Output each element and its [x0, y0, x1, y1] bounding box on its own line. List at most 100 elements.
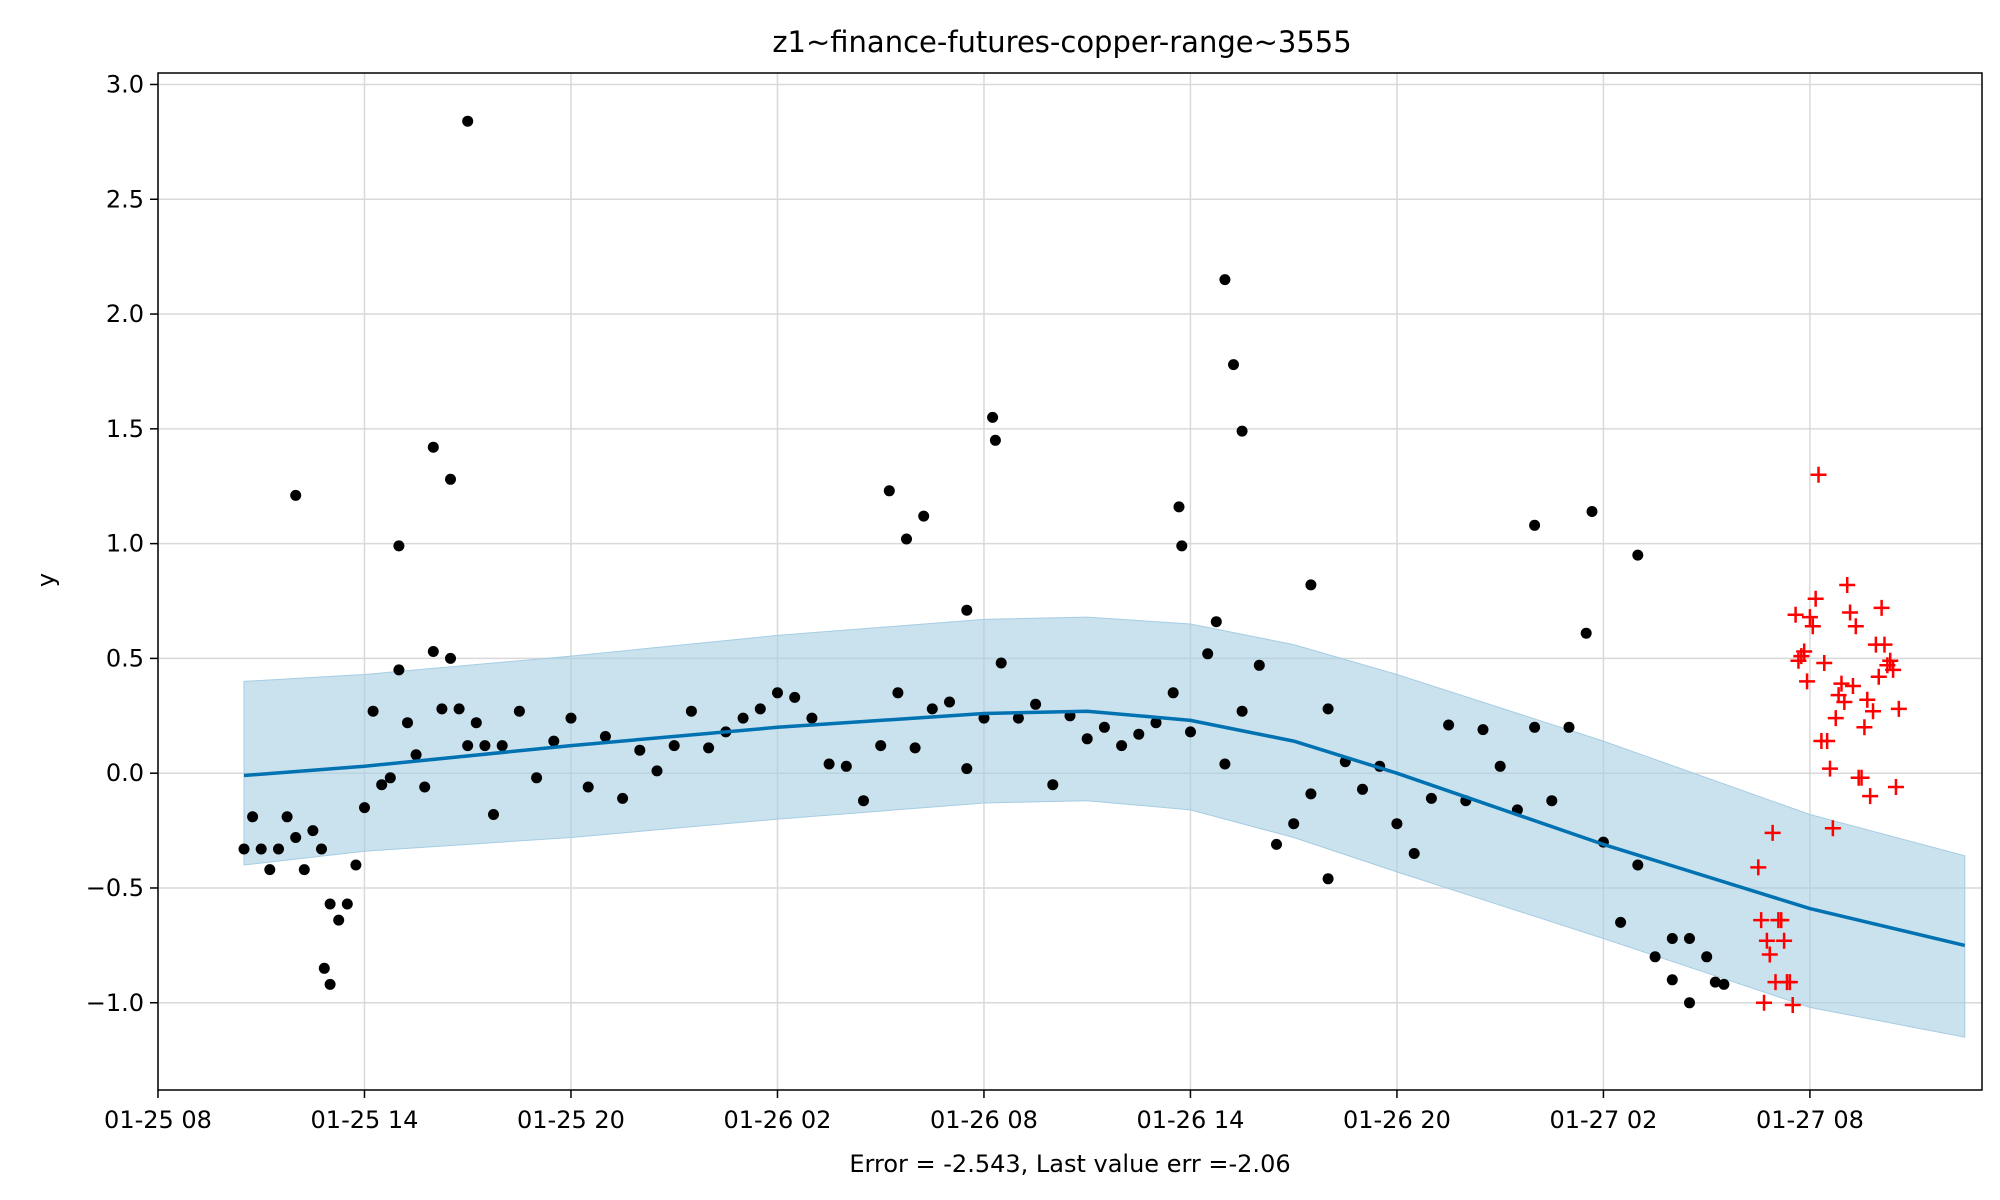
observed-point: [290, 832, 302, 843]
y-tick-label: −1.0: [86, 989, 144, 1017]
observed-point: [1185, 726, 1196, 738]
observed-point: [324, 978, 336, 990]
observed-point: [410, 749, 422, 761]
test-point: [1801, 609, 1818, 626]
test-point: [1847, 618, 1864, 635]
x-tick-label: 01-27 02: [1549, 1106, 1657, 1134]
y-tick-label: 1.0: [106, 530, 144, 558]
observed-point: [427, 441, 439, 453]
test-point: [1859, 691, 1876, 708]
forecast-line-path: [243, 709, 1966, 948]
observed-point: [1228, 359, 1239, 371]
test-point: [1887, 778, 1904, 795]
observed-point: [531, 772, 543, 784]
observed-point: [944, 696, 955, 708]
y-tick-label: 0.0: [106, 759, 144, 787]
test-point: [1764, 824, 1781, 841]
observed-point: [1632, 859, 1644, 871]
observed-point: [333, 914, 345, 926]
observed-point: [427, 646, 439, 657]
test-point: [1804, 618, 1821, 635]
observed-point: [1116, 740, 1128, 752]
observed-point: [858, 795, 869, 807]
observed-point: [961, 604, 973, 616]
x-tick-label: 01-25 14: [311, 1106, 419, 1134]
observed-point: [318, 962, 330, 974]
observed-point: [264, 864, 276, 876]
x-tick-label: 01-26 14: [1136, 1106, 1244, 1134]
observed-point: [1133, 728, 1145, 740]
observed-point: [995, 657, 1007, 669]
observed-point: [875, 740, 887, 752]
observed-point: [883, 485, 895, 497]
test-point: [1827, 710, 1844, 727]
observed-point: [961, 763, 973, 775]
observed-point: [496, 740, 508, 752]
test-point: [1750, 859, 1767, 876]
y-axis-label: y: [32, 573, 60, 587]
observed-point: [1586, 506, 1598, 517]
observed-point: [651, 765, 663, 777]
observed-point: [470, 717, 482, 729]
test-point: [1873, 599, 1890, 616]
forecast-line: [243, 709, 1966, 948]
observed-point: [685, 705, 697, 717]
observed-point: [1494, 760, 1506, 772]
observed-point: [1047, 779, 1059, 791]
test-point: [1836, 694, 1853, 711]
observed-point: [1202, 648, 1214, 660]
observed-point: [1563, 721, 1575, 733]
observed-point: [513, 705, 525, 717]
observed-point: [892, 687, 904, 699]
observed-point: [1322, 873, 1334, 885]
observed-point: [1580, 627, 1592, 639]
plot-frame: [157, 72, 1983, 1091]
test-point: [1824, 820, 1841, 837]
test-point: [1842, 604, 1859, 621]
observed-point: [1176, 540, 1188, 552]
test-point: [1885, 661, 1902, 678]
test-point: [1753, 912, 1770, 929]
test-point: [1796, 643, 1813, 660]
observed-point: [281, 811, 293, 823]
observed-point: [402, 717, 413, 729]
observed-point: [909, 742, 921, 754]
observed-point: [737, 712, 749, 724]
observed-point: [1271, 838, 1282, 850]
observed-point: [1684, 997, 1695, 1009]
observed-point: [1391, 818, 1403, 830]
observed-point: [359, 802, 370, 814]
test-point: [1773, 912, 1790, 929]
x-axis-ticks: 01-25 08 01-25 14 01-25 20 01-26 02 01-26 08…: [104, 1090, 1864, 1134]
observed-point: [247, 811, 259, 823]
observed-point: [1632, 549, 1644, 561]
observed-point: [901, 533, 912, 545]
observed-point: [1305, 579, 1317, 591]
observed-point: [1709, 976, 1721, 988]
observed-point: [1477, 724, 1489, 736]
observed-point: [255, 843, 267, 855]
observed-point: [634, 744, 646, 756]
observed-point: [1425, 792, 1437, 804]
test-point: [1787, 606, 1804, 623]
observed-point: [1030, 698, 1042, 710]
test-point: [1819, 733, 1836, 750]
test-point: [1890, 700, 1907, 717]
observed-point: [298, 864, 310, 876]
test-point: [1862, 788, 1879, 805]
test-point: [1816, 654, 1833, 671]
observed-point: [1443, 719, 1455, 731]
observed-point: [419, 781, 431, 793]
observed-point: [290, 489, 302, 501]
test-point: [1865, 703, 1882, 720]
observed-point: [1012, 712, 1024, 724]
test-point: [1776, 932, 1793, 949]
observed-point: [1167, 687, 1179, 699]
observed-point: [754, 703, 766, 715]
y-tick-label: 2.0: [106, 300, 144, 328]
observed-point: [840, 760, 852, 772]
test-point: [1807, 590, 1824, 607]
observed-point: [1529, 519, 1541, 531]
